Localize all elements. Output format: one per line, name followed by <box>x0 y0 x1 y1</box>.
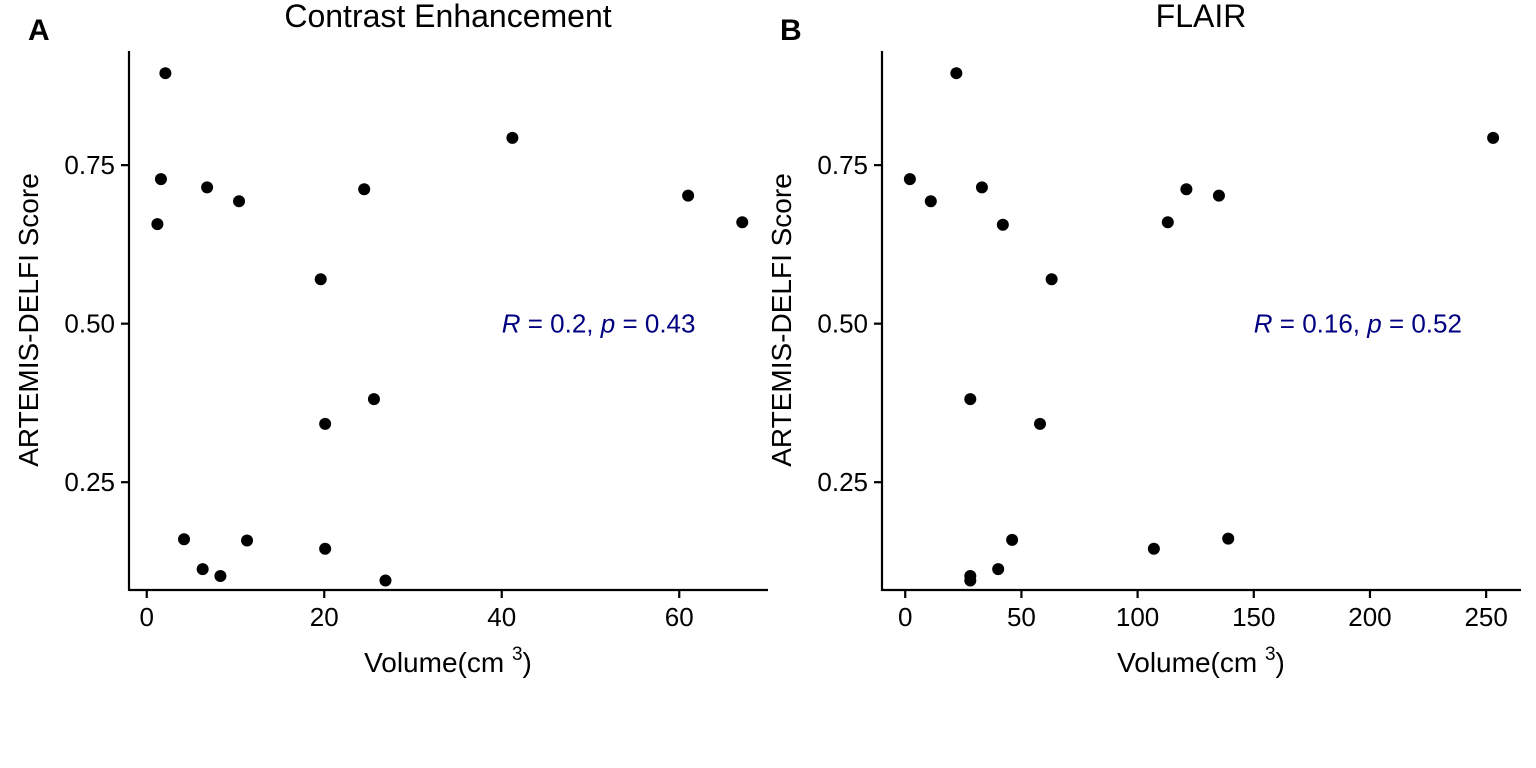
data-point-a <box>154 173 167 186</box>
data-point-b <box>992 563 1005 576</box>
y-tick-label-b: 0.25 <box>817 467 868 497</box>
data-point-b <box>1487 131 1500 144</box>
x-axis-label-a: Volume(cm 3) <box>364 644 532 678</box>
data-point-b <box>975 181 988 194</box>
y-tick-label-a: 0.25 <box>64 467 115 497</box>
data-point-a <box>201 181 214 194</box>
ticks-b: 0 50 100 150 200 250 0.25 0.50 0.75 <box>817 150 1507 632</box>
r-value-b: = 0.16, <box>1273 309 1368 339</box>
panel-a: A Contrast Enhancement ARTEMIS-DELFI Sco… <box>13 0 768 678</box>
x-tick-label-b: 50 <box>1007 602 1036 632</box>
x-tick-label-b: 0 <box>898 602 912 632</box>
x-tick-label-a: 0 <box>140 602 154 632</box>
data-point-a <box>151 218 164 231</box>
data-point-b <box>1212 189 1225 202</box>
data-point-a <box>319 542 332 555</box>
chart-title-a: Contrast Enhancement <box>284 0 611 34</box>
panel-b: B FLAIR ARTEMIS-DELFI Score Volume(cm 3)… <box>766 0 1521 678</box>
r-symbol-b: R <box>1254 309 1273 339</box>
data-point-b <box>1006 533 1019 546</box>
data-point-a <box>736 216 749 229</box>
data-point-a <box>358 183 371 196</box>
data-point-a <box>314 273 327 286</box>
data-point-a <box>379 574 392 587</box>
x-tick-label-b: 150 <box>1232 602 1275 632</box>
x-axis-label-b: Volume(cm 3) <box>1117 644 1285 678</box>
y-axis-label-b: ARTEMIS-DELFI Score <box>766 173 797 467</box>
y-tick-label-a: 0.75 <box>64 150 115 180</box>
data-point-b <box>964 393 977 406</box>
data-point-b <box>924 195 937 208</box>
y-axis-label-a: ARTEMIS-DELFI Score <box>13 173 44 467</box>
x-axis-label-superscript: 3 <box>512 644 523 665</box>
data-point-b <box>1180 183 1193 196</box>
data-point-a <box>196 563 209 576</box>
x-axis-label-superscript: 3 <box>1265 644 1276 665</box>
y-tick-label-b: 0.50 <box>817 309 868 339</box>
x-axis-label-b-text: Volume(cm <box>1117 647 1257 678</box>
y-tick-label-a: 0.50 <box>64 309 115 339</box>
data-point-b <box>903 173 916 186</box>
x-axis-label-suffix: ) <box>1276 647 1285 678</box>
correlation-annotation-a: R = 0.2, p = 0.43 <box>502 309 696 339</box>
x-tick-label-a: 20 <box>310 602 339 632</box>
panel-label-b: B <box>780 14 802 47</box>
data-point-a <box>506 131 519 144</box>
data-point-b <box>1034 417 1047 430</box>
x-tick-label-b: 100 <box>1116 602 1159 632</box>
x-tick-label-b: 250 <box>1464 602 1507 632</box>
correlation-annotation-b: R = 0.16, p = 0.52 <box>1254 309 1462 339</box>
data-point-b <box>1222 532 1235 545</box>
x-tick-label-a: 60 <box>665 602 694 632</box>
y-tick-label-b: 0.75 <box>817 150 868 180</box>
data-point-b <box>1161 216 1174 229</box>
data-point-a <box>367 393 380 406</box>
data-point-a <box>682 189 695 202</box>
x-tick-label-b: 200 <box>1348 602 1391 632</box>
p-value-b: = 0.52 <box>1382 309 1462 339</box>
data-point-b <box>1045 273 1058 286</box>
x-axis-label-a-text: Volume(cm <box>364 647 504 678</box>
r-symbol-a: R <box>502 309 521 339</box>
data-point-a <box>159 67 172 80</box>
data-point-b <box>950 67 963 80</box>
panel-label-a: A <box>28 14 50 47</box>
data-point-a <box>241 534 254 547</box>
data-point-b <box>964 574 977 587</box>
data-point-a <box>214 570 227 583</box>
chart-title-b: FLAIR <box>1156 0 1247 34</box>
data-point-a <box>319 417 332 430</box>
data-point-b <box>996 218 1009 231</box>
points-a <box>151 67 749 587</box>
p-symbol-a: p <box>600 309 615 339</box>
points-b <box>903 67 1500 587</box>
data-point-a <box>233 195 246 208</box>
data-point-a <box>178 533 191 546</box>
p-value-a: = 0.43 <box>615 309 695 339</box>
r-value-a: = 0.2, <box>521 309 601 339</box>
x-tick-label-a: 40 <box>487 602 516 632</box>
data-point-b <box>1147 542 1160 555</box>
x-axis-label-suffix: ) <box>523 647 532 678</box>
p-symbol-b: p <box>1366 309 1381 339</box>
ticks-a: 0 20 40 60 0.25 0.50 0.75 <box>64 150 693 632</box>
